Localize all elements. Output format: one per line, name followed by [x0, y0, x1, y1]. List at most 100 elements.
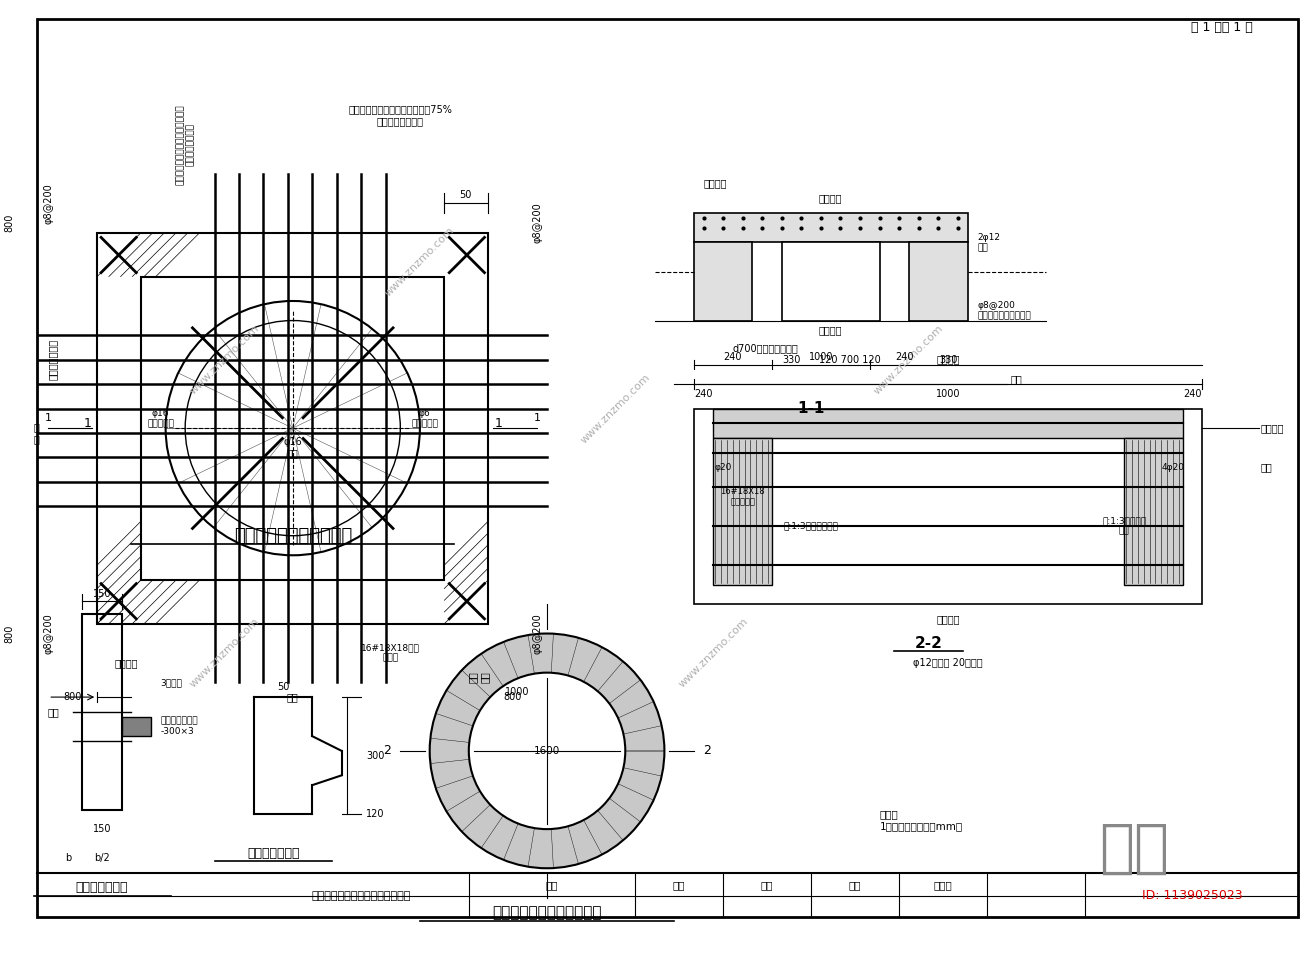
Text: 300: 300: [366, 751, 384, 761]
Text: 240: 240: [1183, 389, 1202, 399]
Text: 2φ12
环筋: 2φ12 环筋: [977, 233, 1000, 252]
Text: 800: 800: [4, 213, 14, 232]
Text: www.znzmo.com: www.znzmo.com: [677, 616, 750, 690]
Text: 加固主筋: 加固主筋: [936, 355, 960, 365]
Text: φ16
环筋: φ16 环筋: [283, 437, 302, 458]
Circle shape: [469, 673, 626, 829]
Text: 120: 120: [366, 810, 384, 819]
Text: 4φ20: 4φ20: [1161, 463, 1185, 472]
Text: 1000: 1000: [808, 352, 833, 362]
Text: 800: 800: [504, 692, 522, 702]
Bar: [82, 614, 121, 810]
Text: 2: 2: [704, 745, 712, 757]
Text: 16#18X18
镀锌钢丝网: 16#18X18 镀锌钢丝网: [721, 487, 765, 506]
Text: 知末: 知末: [1098, 820, 1169, 878]
Text: 地面: 地面: [1262, 462, 1273, 472]
Text: 设计: 设计: [546, 879, 558, 890]
Text: 50: 50: [460, 190, 471, 200]
Text: 240: 240: [895, 352, 913, 362]
Text: 加固主钢筋截面积为切断钢筋面积
内外各不少于四根: 加固主钢筋截面积为切断钢筋面积 内外各不少于四根: [175, 104, 195, 185]
Text: 日期: 日期: [849, 879, 862, 890]
Text: b: b: [65, 854, 71, 863]
Text: 1-1: 1-1: [798, 401, 825, 416]
Bar: [693, 213, 968, 242]
Text: 150: 150: [93, 824, 111, 835]
Bar: [121, 717, 151, 736]
Text: 1600: 1600: [534, 746, 560, 756]
Text: www.znzmo.com: www.znzmo.com: [188, 323, 261, 396]
Text: 330: 330: [939, 355, 957, 365]
Text: 2: 2: [383, 745, 390, 757]
Text: 240: 240: [724, 352, 742, 362]
Text: www.znzmo.com: www.znzmo.com: [579, 372, 652, 445]
Text: 复核: 复核: [673, 879, 686, 890]
Bar: [782, 242, 879, 321]
Text: 井顶标高: 井顶标高: [936, 613, 960, 624]
Text: 管径: 管径: [1011, 374, 1023, 384]
Text: 顶管进出口孔洞加固大样: 顶管进出口孔洞加固大样: [234, 526, 351, 545]
Text: 330: 330: [782, 355, 801, 365]
Text: 150: 150: [93, 590, 111, 599]
Text: φ16
内外各四根: φ16 内外各四根: [148, 409, 174, 428]
Text: 环形箍筋: 环形箍筋: [1262, 423, 1285, 434]
Text: 审核: 审核: [761, 879, 773, 890]
Text: φ12为箍筋 20为环筋: φ12为箍筋 20为环筋: [913, 657, 983, 668]
Text: 图表号: 图表号: [934, 879, 952, 890]
Text: 1000: 1000: [505, 687, 530, 698]
Text: 2-2: 2-2: [914, 635, 943, 651]
Text: 240: 240: [695, 389, 713, 399]
Text: 800: 800: [64, 692, 82, 702]
Text: 洞口加固及施工缝大样图（变更）: 洞口加固及施工缝大样图（变更）: [312, 891, 411, 901]
Text: www.znzmo.com: www.znzmo.com: [383, 225, 457, 299]
Text: 800: 800: [4, 624, 14, 643]
Bar: [693, 242, 752, 321]
Text: 50: 50: [277, 682, 289, 692]
Text: 1: 1: [84, 416, 91, 430]
Text: 管径: 管径: [287, 692, 299, 702]
Text: 1000: 1000: [936, 389, 960, 399]
Text: φ8@200: φ8@200: [533, 613, 542, 654]
Text: 通长钢板止水带
-300×3: 通长钢板止水带 -300×3: [161, 717, 199, 736]
Bar: [909, 242, 968, 321]
Text: φ6
内外各四根: φ6 内外各四根: [411, 409, 439, 428]
Text: 粉:1:3防水水泥砂浆: 粉:1:3防水水泥砂浆: [784, 522, 838, 530]
Text: 井壁钢筋: 井壁钢筋: [819, 325, 842, 335]
Text: 壁板施工缝详图: 壁板施工缝详图: [76, 881, 128, 894]
Bar: [713, 438, 772, 585]
Text: φ20: φ20: [714, 463, 731, 472]
Text: φ8@200: φ8@200: [43, 613, 54, 654]
Text: ID: 1139025023: ID: 1139025023: [1143, 889, 1243, 902]
Text: φ8@200
另外沿圆周布置放射筋: φ8@200 另外沿圆周布置放射筋: [977, 301, 1032, 321]
Text: d700钢纤维井座井盖: d700钢纤维井座井盖: [733, 343, 799, 353]
Text: 第 1 页共 1 页: 第 1 页共 1 页: [1191, 21, 1252, 33]
Text: 顶管井顶部砖砌井筒平面图: 顶管井顶部砖砌井筒平面图: [492, 904, 602, 920]
Text: 3厚钢板: 3厚钢板: [161, 678, 183, 687]
Bar: [1124, 438, 1183, 585]
Bar: [141, 277, 444, 580]
Bar: [693, 409, 1203, 604]
Text: 加固
主筋: 加固 主筋: [468, 672, 490, 683]
Text: 加固主筋: 加固主筋: [819, 193, 842, 203]
Bar: [97, 233, 488, 624]
Text: www.znzmo.com: www.znzmo.com: [872, 323, 946, 396]
Text: 1: 1: [534, 413, 541, 423]
Text: 1: 1: [44, 413, 52, 423]
Text: φ8@200: φ8@200: [43, 183, 54, 224]
Text: 加固主筋: 加固主筋: [115, 657, 138, 668]
Text: 施后方可施工。: 施后方可施工。: [48, 339, 59, 380]
Text: 井壁钢筋: 井壁钢筋: [704, 179, 727, 189]
Text: 120 700 120: 120 700 120: [819, 355, 882, 365]
Circle shape: [430, 634, 665, 868]
Text: 每侧钢筋面积为切断钢筋面积的75%
内外各不少于四根: 每侧钢筋面积为切断钢筋面积的75% 内外各不少于四根: [349, 104, 452, 126]
Bar: [713, 409, 1183, 438]
Text: 说明：
1、本图尺寸单位为mm。: 说明： 1、本图尺寸单位为mm。: [879, 810, 963, 832]
Text: 管
径: 管 径: [34, 422, 39, 444]
Text: 粉:1:3防水水泥
砂浆: 粉:1:3防水水泥 砂浆: [1102, 516, 1147, 536]
Text: 钢板止水片大样: 钢板止水片大样: [247, 847, 299, 860]
Text: b/2: b/2: [94, 854, 110, 863]
Text: φ8@200: φ8@200: [533, 202, 542, 243]
Text: 1: 1: [494, 416, 502, 430]
Text: 16#18X18镀锌
钢丝网: 16#18X18镀锌 钢丝网: [362, 643, 421, 663]
Text: www.znzmo.com: www.znzmo.com: [188, 616, 261, 690]
Text: 壁板: 壁板: [47, 707, 59, 717]
